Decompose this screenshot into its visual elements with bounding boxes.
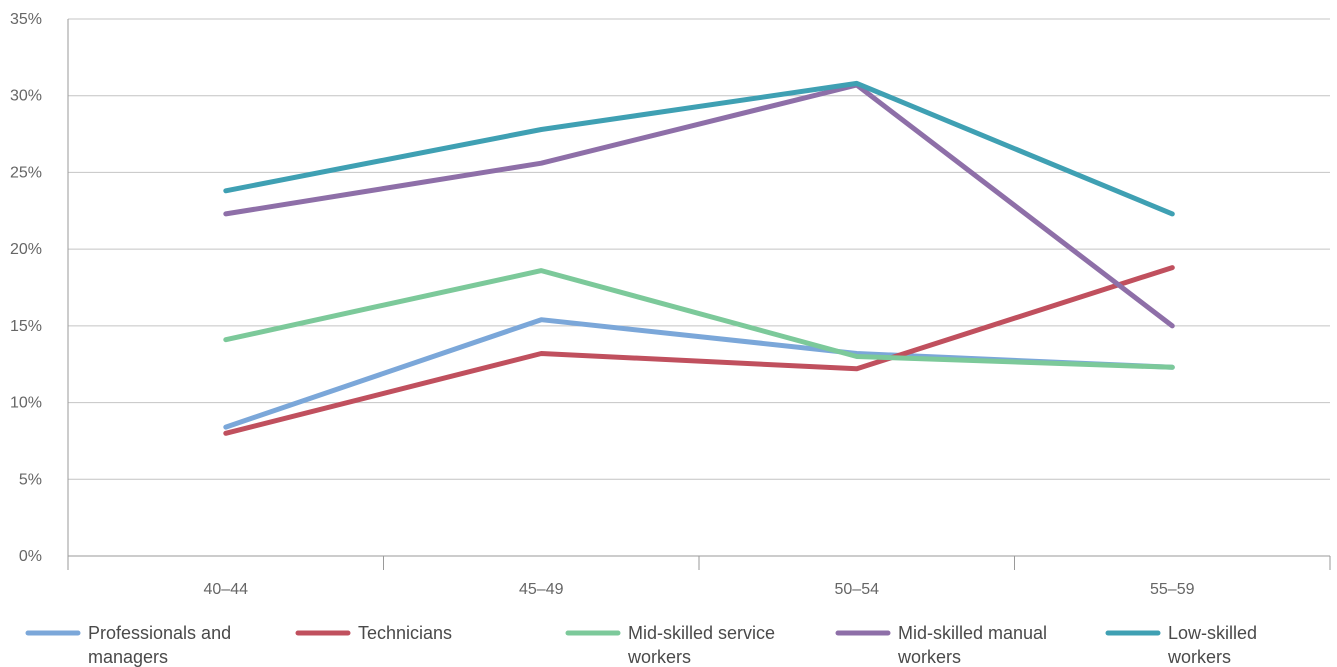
legend-item-4: Low-skilled workers [1105,623,1257,667]
data-point [1170,266,1174,270]
legend-label: workers [897,647,961,667]
legend-label: Technicians [358,623,452,643]
legend-label: Professionals and [88,623,231,643]
legend-item-2: Mid-skilled service workers [565,623,775,667]
y-tick-label: 10% [10,395,42,412]
x-tick-label: 50–54 [835,581,880,598]
data-point [1170,324,1174,328]
x-tick-label: 40–44 [204,581,249,598]
legend-label: Low-skilled [1168,623,1257,643]
legend: Professionals and managers Technicians Mid-… [25,623,1257,667]
series-line-0 [223,317,1175,430]
legend-item-1: Technicians [295,623,452,643]
data-point [224,431,228,435]
y-tick-label: 35% [10,11,42,28]
legend-label: workers [627,647,691,667]
data-point [539,269,543,273]
gridlines [68,18,1330,557]
data-point [539,161,543,165]
series-line-3 [223,82,1175,329]
y-axis-tick-labels: 0% 5% 10% 15% 20% 25% 30% 35% [10,11,42,565]
data-point [539,127,543,131]
data-point [224,189,228,193]
series-lines [223,80,1175,436]
series-line-2 [223,268,1175,370]
y-tick-label: 20% [10,241,42,258]
y-tick-label: 25% [10,164,42,181]
legend-item-0: Professionals and managers [25,623,231,667]
data-point [224,338,228,342]
legend-item-3: Mid-skilled manual workers [835,623,1047,667]
data-point [224,425,228,429]
series-line-4 [223,80,1175,217]
data-point [855,355,859,359]
x-tick-label: 55–59 [1150,581,1195,598]
legend-label: workers [1167,647,1231,667]
y-tick-label: 0% [19,548,42,565]
data-point [224,212,228,216]
data-point [1170,212,1174,216]
legend-label: managers [88,647,168,667]
y-tick-label: 15% [10,318,42,335]
data-point [539,318,543,322]
data-point [855,81,859,85]
x-axis-tick-labels: 40–44 45–49 50–54 55–59 [204,581,1195,598]
series-line-1 [223,265,1175,436]
legend-label: Mid-skilled manual [898,623,1047,643]
y-tick-label: 5% [19,471,42,488]
x-tick-label: 45–49 [519,581,564,598]
axes [67,19,1331,570]
data-point [1170,365,1174,369]
y-tick-label: 30% [10,88,42,105]
data-point [539,351,543,355]
legend-label: Mid-skilled service [628,623,775,643]
data-point [855,367,859,371]
